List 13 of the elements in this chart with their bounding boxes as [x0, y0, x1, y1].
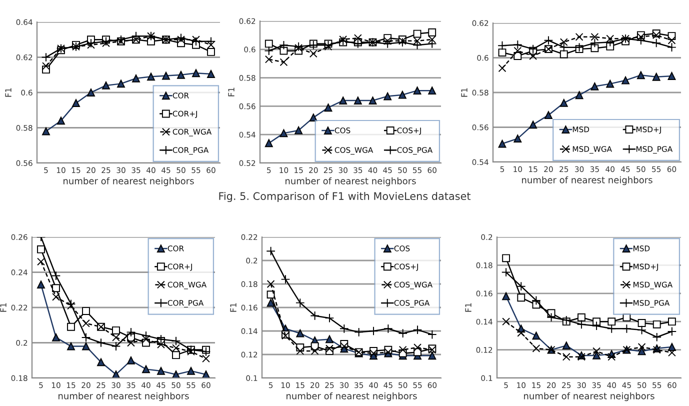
x-axis-title: number of nearest neighbors [522, 176, 652, 186]
y-axis-title: F1 [461, 88, 468, 97]
y-axis-title: F1 [230, 303, 236, 312]
y-axis-title: F1 [5, 88, 12, 97]
x-axis-title: number of nearest neighbors [58, 392, 189, 402]
y-axis-title: F1 [228, 88, 234, 96]
x-axis-title: number of nearest neighbors [286, 177, 416, 186]
y-axis-title: F1 [465, 303, 472, 312]
y-axis-title: F1 [0, 303, 6, 312]
x-axis-title: number of nearest neighbors [64, 177, 194, 186]
x-axis-title: number of nearest neighbors [524, 392, 654, 402]
x-axis-title: number of nearest neighbors [286, 392, 417, 402]
caption: Fig. 5. Comparison of F1 with MovieLens dataset [219, 192, 471, 202]
